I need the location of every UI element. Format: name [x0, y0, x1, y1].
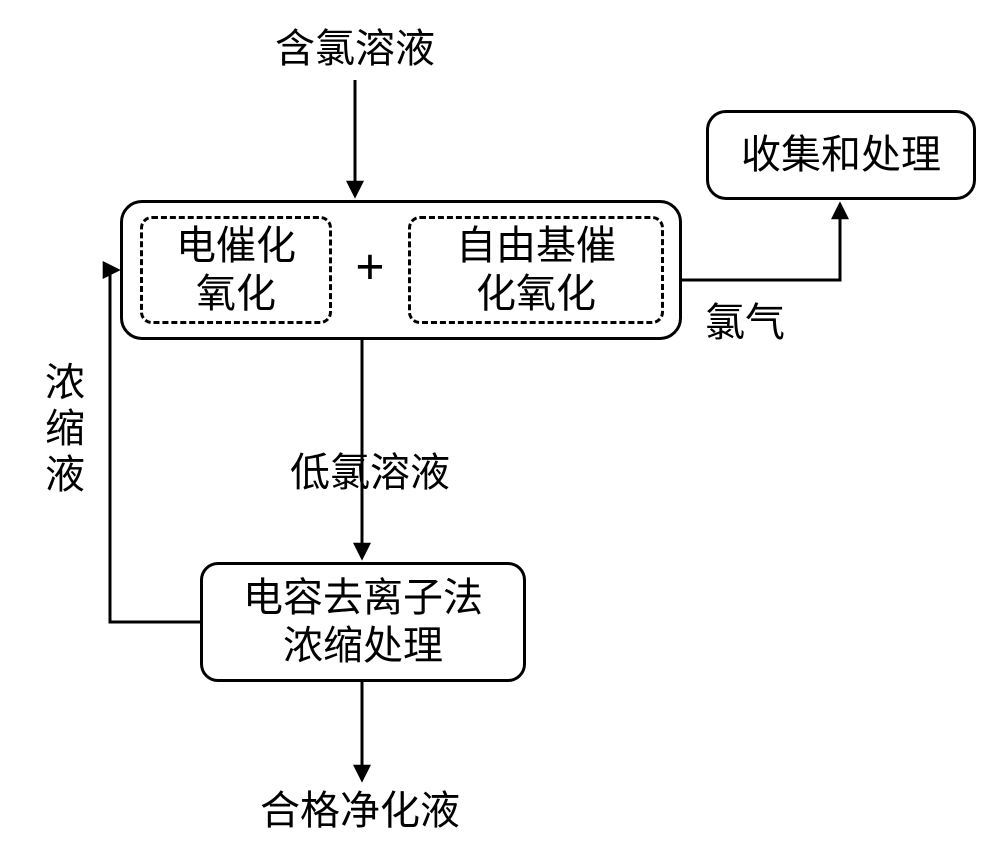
electrocatalytic-oxidation-text: 电催化氧化 — [143, 222, 329, 318]
collection-text: 收集和处理 — [709, 131, 973, 179]
collection-box: 收集和处理 — [706, 110, 976, 200]
electrocatalytic-oxidation-box: 电催化氧化 — [140, 216, 332, 324]
low-chlorine-label: 低氯溶液 — [265, 450, 475, 500]
input-label: 含氯溶液 — [245, 26, 465, 76]
plus-sign: + — [342, 242, 398, 298]
radical-oxidation-box: 自由基催化氧化 — [408, 216, 664, 324]
radical-oxidation-text: 自由基催化氧化 — [411, 222, 661, 318]
diagram-canvas: 含氯溶液 电催化氧化 + 自由基催化氧化 收集和处理 氯气 低氯溶液 浓缩液 电… — [0, 0, 1000, 846]
cdi-box: 电容去离子法浓缩处理 — [200, 562, 526, 682]
final-output-label: 合格净化液 — [215, 788, 505, 838]
chlorine-gas-label: 氯气 — [690, 300, 800, 350]
cdi-text: 电容去离子法浓缩处理 — [203, 574, 523, 670]
concentrate-label: 浓缩液 — [40, 360, 90, 498]
